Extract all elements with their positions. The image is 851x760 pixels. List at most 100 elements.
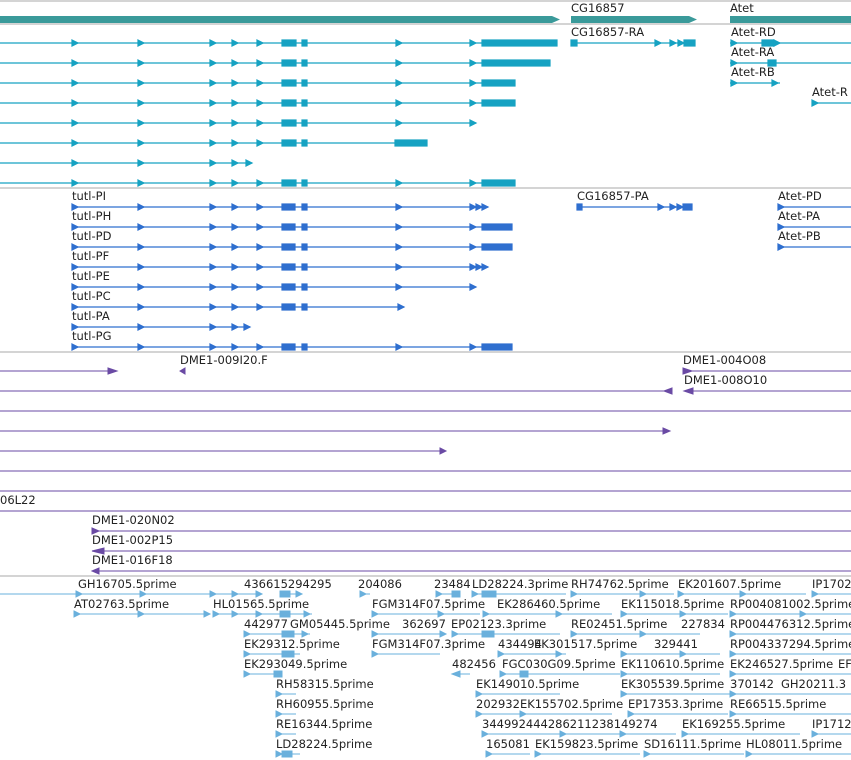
- transcript-label: Atet-RB: [731, 65, 775, 79]
- protein-tutl-pg[interactable]: [71, 343, 513, 351]
- est-feature[interactable]: [745, 750, 851, 758]
- protein-tutl-pe[interactable]: [71, 283, 478, 291]
- est-feature[interactable]: [0, 590, 264, 598]
- transcript-atet-ra[interactable]: [730, 59, 851, 67]
- gene-label-cg16857: CG16857: [571, 1, 625, 15]
- est-feature[interactable]: [359, 590, 370, 598]
- clone-feature[interactable]: [0, 367, 119, 375]
- transcript-tutl-5[interactable]: [0, 119, 478, 127]
- transcript-atet-rd[interactable]: [730, 39, 851, 47]
- est-feature[interactable]: [811, 730, 851, 738]
- est-feature[interactable]: [570, 630, 700, 638]
- transcript-atet-rb[interactable]: [730, 79, 780, 87]
- est-feature[interactable]: [371, 630, 448, 638]
- est-feature[interactable]: [627, 710, 728, 718]
- protein-atet-pd[interactable]: [777, 203, 851, 211]
- protein-label: CG16857-PA: [577, 189, 649, 203]
- transcript-tutl-3[interactable]: [0, 79, 516, 87]
- est-feature[interactable]: [620, 610, 728, 618]
- est-feature[interactable]: [534, 750, 640, 758]
- clone-feature[interactable]: [682, 367, 851, 375]
- est-feature[interactable]: [450, 670, 470, 678]
- est-feature[interactable]: [729, 710, 851, 718]
- est-feature[interactable]: [275, 750, 300, 758]
- clone-feature[interactable]: [682, 387, 851, 395]
- est-feature[interactable]: [371, 610, 480, 618]
- est-feature[interactable]: [475, 690, 560, 698]
- protein-atet-pa[interactable]: [777, 223, 851, 231]
- protein-label: Atet-PA: [778, 209, 820, 223]
- est-label: GH16705.5prime: [78, 577, 177, 591]
- track-dividers: [0, 0, 851, 577]
- transcript-atet-r[interactable]: [811, 99, 851, 107]
- protein-tutl-pc[interactable]: [71, 303, 406, 311]
- est-feature[interactable]: [243, 670, 283, 678]
- transcript-tutl-2[interactable]: [0, 59, 551, 67]
- est-feature[interactable]: [681, 730, 800, 738]
- est-feature[interactable]: [73, 610, 212, 618]
- clone-feature[interactable]: [0, 387, 673, 395]
- est-feature[interactable]: [481, 730, 676, 738]
- est-feature[interactable]: [729, 690, 851, 698]
- protein-tutl-ph[interactable]: [71, 223, 513, 231]
- est-feature[interactable]: [497, 650, 566, 658]
- protein-tutl-pd[interactable]: [71, 243, 513, 251]
- est-feature[interactable]: [729, 610, 851, 618]
- transcript-tutl-1[interactable]: [0, 39, 558, 47]
- est-label: 436615294295: [244, 577, 332, 591]
- transcript-track: [0, 39, 851, 187]
- est-feature[interactable]: [435, 590, 461, 598]
- transcript-tutl-8[interactable]: [0, 179, 516, 187]
- gene-feature-cg16857[interactable]: [571, 16, 697, 23]
- est-feature[interactable]: [275, 690, 296, 698]
- est-feature[interactable]: [243, 650, 300, 658]
- gene-feature-atet[interactable]: [730, 16, 851, 23]
- est-feature[interactable]: [499, 670, 620, 678]
- est-labels: GH16705.5prime 436615294295 204086 23484…: [74, 577, 851, 751]
- est-feature[interactable]: [475, 710, 520, 718]
- transcript-label: Atet-RD: [731, 25, 776, 39]
- transcript-tutl-4[interactable]: [0, 99, 516, 107]
- transcript-cg16857-ra[interactable]: [570, 39, 696, 47]
- transcript-tutl-6[interactable]: [0, 139, 428, 147]
- est-feature[interactable]: [620, 670, 720, 678]
- est-feature[interactable]: [729, 650, 851, 658]
- clone-feature[interactable]: [0, 447, 448, 455]
- protein-tutl-pf[interactable]: [71, 263, 490, 271]
- est-feature[interactable]: [243, 630, 310, 638]
- est-feature[interactable]: [519, 710, 612, 718]
- est-feature[interactable]: [279, 590, 304, 598]
- est-feature[interactable]: [482, 610, 612, 618]
- transcript-tutl-7[interactable]: [0, 159, 254, 167]
- est-label: SD16111.5prime: [644, 737, 741, 751]
- est-label: 482456: [452, 657, 496, 671]
- est-feature[interactable]: [275, 710, 296, 718]
- est-feature[interactable]: [811, 590, 851, 598]
- protein-tutl-pi[interactable]: [71, 203, 490, 211]
- protein-cg16857-pa[interactable]: [576, 203, 693, 211]
- est-feature[interactable]: [677, 590, 806, 598]
- est-feature[interactable]: [729, 670, 851, 678]
- clone-feature[interactable]: [179, 367, 186, 375]
- est-feature[interactable]: [643, 750, 744, 758]
- est-feature[interactable]: [371, 650, 440, 658]
- est-feature[interactable]: [471, 590, 566, 598]
- clone-feature[interactable]: [91, 527, 851, 535]
- clone-feature[interactable]: [90, 567, 851, 575]
- clone-feature[interactable]: [0, 427, 672, 435]
- protein-atet-pb[interactable]: [777, 243, 851, 251]
- protein-tutl-pa[interactable]: [71, 323, 252, 331]
- est-feature[interactable]: [620, 690, 730, 698]
- est-label: FGC030G09.5prime: [502, 657, 616, 671]
- est-feature[interactable]: [451, 630, 560, 638]
- est-feature[interactable]: [212, 610, 312, 618]
- est-feature[interactable]: [485, 750, 530, 758]
- gene-track: CG16857 Atet: [0, 1, 851, 23]
- est-feature[interactable]: [620, 650, 720, 658]
- est-label: 370142: [730, 677, 774, 691]
- gene-feature-tutl[interactable]: [0, 16, 560, 23]
- est-feature[interactable]: [570, 590, 674, 598]
- clone-feature[interactable]: [91, 547, 851, 555]
- est-feature[interactable]: [275, 730, 296, 738]
- est-feature[interactable]: [729, 630, 851, 638]
